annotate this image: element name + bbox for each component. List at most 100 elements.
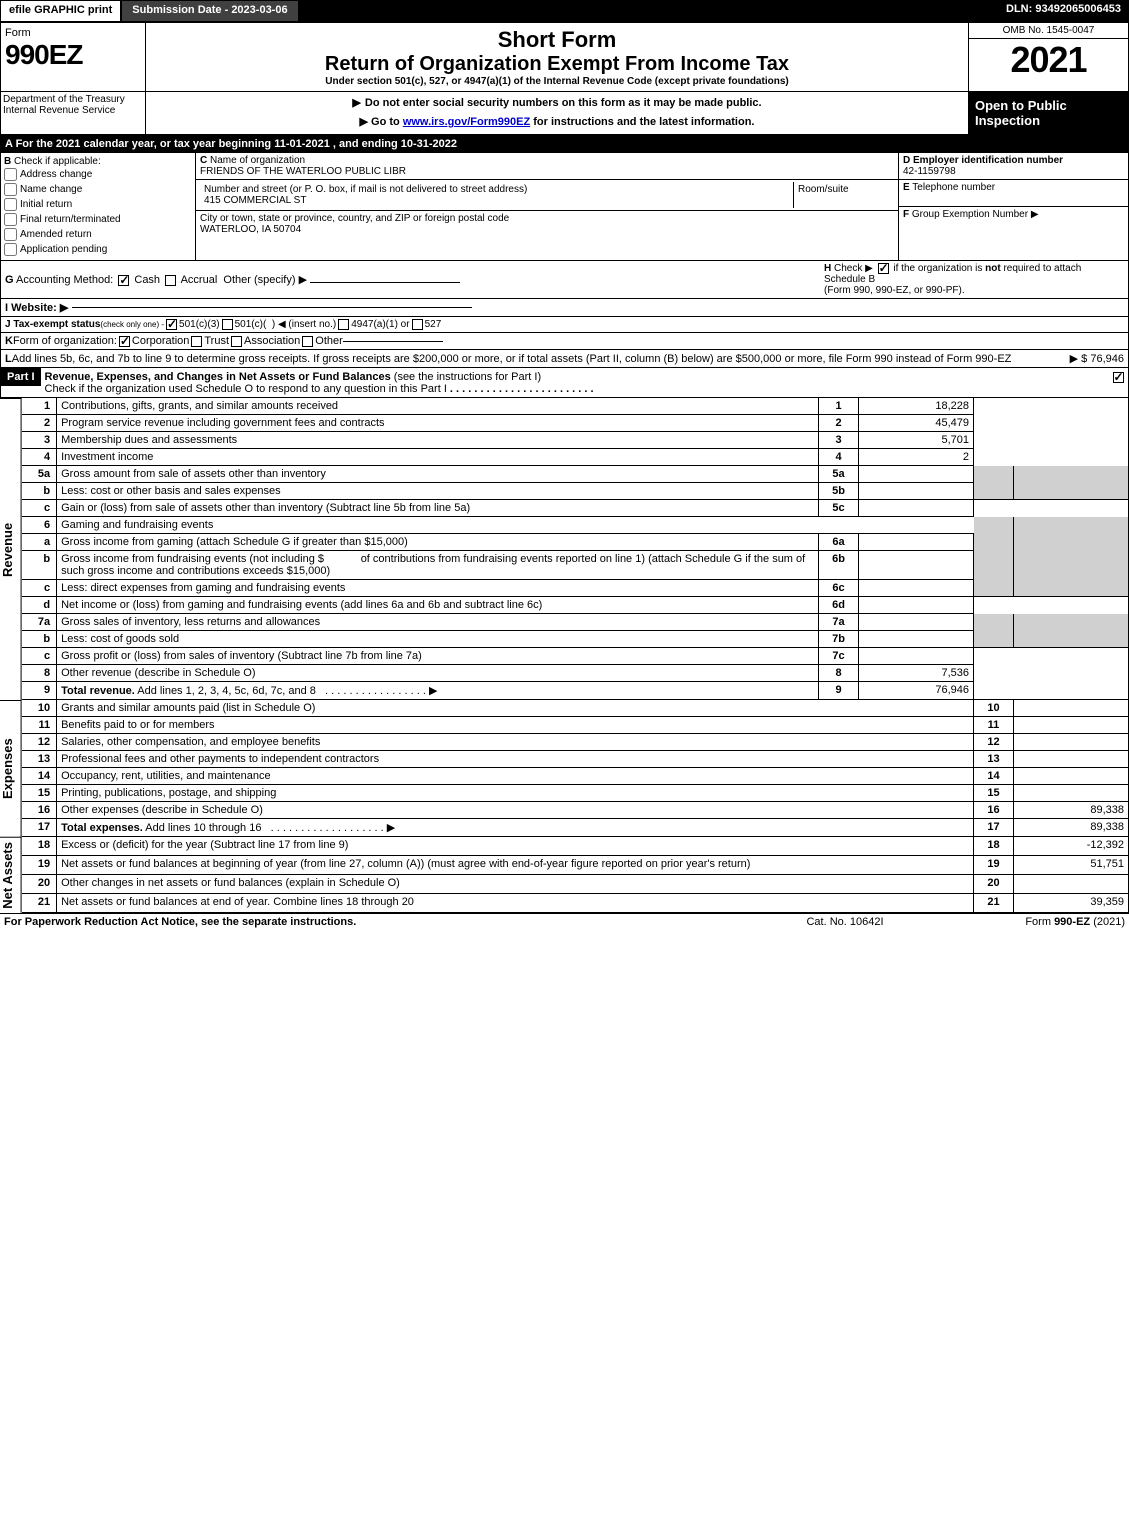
line-17-desc: Total expenses. (61, 822, 143, 834)
k-assoc: Association (244, 335, 300, 347)
part1-check: Check if the organization used Schedule … (45, 383, 447, 395)
line-5b-desc: Less: cost or other basis and sales expe… (61, 485, 281, 497)
line-2-desc: Program service revenue including govern… (57, 415, 819, 432)
line-8-val: 7,536 (859, 665, 974, 682)
check-applicable: Check if applicable: (14, 156, 101, 167)
chk-trust[interactable] (191, 336, 202, 347)
j-501c: 501(c)( (235, 319, 267, 330)
irs-link[interactable]: www.irs.gov/Form990EZ (403, 116, 530, 128)
row-l: L Add lines 5b, 6c, and 7b to line 9 to … (0, 350, 1129, 368)
line-15-desc: Printing, publications, postage, and shi… (57, 785, 974, 802)
line-3-desc: Membership dues and assessments (57, 432, 819, 449)
chk-initial[interactable]: Initial return (4, 197, 192, 212)
chk-4947[interactable] (338, 319, 349, 330)
chk-amended[interactable]: Amended return (4, 227, 192, 242)
line-12-desc: Salaries, other compensation, and employ… (57, 734, 974, 751)
k-trust: Trust (204, 335, 229, 347)
h-text4: (Form 990, 990-EZ, or 990-PF). (824, 285, 965, 296)
footer-left: For Paperwork Reduction Act Notice, see … (4, 916, 745, 928)
omb-number: OMB No. 1545-0047 (969, 23, 1128, 39)
part1-header: Part I Revenue, Expenses, and Changes in… (0, 368, 1129, 398)
short-form: Short Form (150, 27, 964, 53)
under-section: Under section 501(c), 527, or 4947(a)(1)… (150, 76, 964, 87)
dept-row: Department of the Treasury Internal Reve… (0, 92, 1129, 135)
page-footer: For Paperwork Reduction Act Notice, see … (0, 913, 1129, 930)
group-exempt-label: Group Exemption Number (912, 209, 1028, 220)
chk-schedule-b[interactable] (878, 263, 889, 274)
line-20-desc: Other changes in net assets or fund bala… (57, 874, 974, 893)
submission-date: Submission Date - 2023-03-06 (121, 0, 298, 22)
line-18-val: -12,392 (1014, 837, 1129, 855)
chk-other-org[interactable] (302, 336, 313, 347)
chk-corp[interactable] (119, 336, 130, 347)
dept-treasury: Department of the Treasury (3, 94, 125, 105)
line-4-val: 2 (859, 449, 974, 466)
room-suite-label: Room/suite (794, 182, 894, 208)
line-19-desc: Net assets or fund balances at beginning… (57, 856, 974, 875)
chk-assoc[interactable] (231, 336, 242, 347)
chk-accrual[interactable] (165, 275, 176, 286)
part1-note: (see the instructions for Part I) (394, 371, 541, 383)
chk-501c3[interactable] (166, 319, 177, 330)
chk-address[interactable]: Address change (4, 167, 192, 182)
chk-schedule-o[interactable] (1113, 372, 1124, 383)
h-check: Check ▶ (834, 263, 873, 274)
j-527: 527 (425, 319, 442, 330)
line-16-desc: Other expenses (describe in Schedule O) (57, 802, 974, 819)
line-21-val: 39,359 (1014, 893, 1129, 912)
line-6-desc: Gaming and fundraising events (57, 517, 974, 534)
chk-name[interactable]: Name change (4, 182, 192, 197)
street-address: 415 COMMERCIAL ST (204, 195, 306, 206)
tel-label: Telephone number (912, 182, 995, 193)
section-a: A For the 2021 calendar year, or tax yea… (0, 135, 1129, 153)
row-g-h: G Accounting Method: Cash Accrual Other … (0, 261, 1129, 299)
other-label: Other (specify) (223, 274, 295, 286)
line-13-desc: Professional fees and other payments to … (57, 751, 974, 768)
line-3-val: 5,701 (859, 432, 974, 449)
chk-pending[interactable]: Application pending (4, 242, 192, 257)
line-21-desc: Net assets or fund balances at end of ye… (57, 893, 974, 912)
accounting-label: Accounting Method: (16, 274, 113, 286)
line-5a-desc: Gross amount from sale of assets other t… (61, 468, 326, 480)
line-16-val: 89,338 (1014, 802, 1129, 819)
ein-label: Employer identification number (913, 155, 1063, 166)
line-8-desc: Other revenue (describe in Schedule O) (57, 665, 819, 682)
footer-form-year: (2021) (1090, 916, 1125, 928)
h-text2: if the organization is (893, 263, 985, 274)
line-9-desc2: Add lines 1, 2, 3, 4, 5c, 6d, 7c, and 8 (135, 685, 316, 697)
top-bar: efile GRAPHIC print Submission Date - 20… (0, 0, 1129, 22)
chk-cash[interactable] (118, 275, 129, 286)
name-label: Name of organization (210, 155, 305, 166)
line-1-val: 18,228 (859, 398, 974, 415)
goto-post: for instructions and the latest informat… (530, 116, 754, 128)
part1-title: Revenue, Expenses, and Changes in Net As… (45, 371, 391, 383)
line-5c-desc: Gain or (loss) from sale of assets other… (57, 500, 819, 517)
website-label: Website: ▶ (11, 302, 68, 314)
line-6d-desc: Net income or (loss) from gaming and fun… (57, 597, 819, 614)
line-17-desc2: Add lines 10 through 16 (143, 822, 262, 834)
line-19-val: 51,751 (1014, 856, 1129, 875)
line-11-desc: Benefits paid to or for members (57, 717, 974, 734)
footer-form-pre: Form (1025, 916, 1054, 928)
row-k: K Form of organization: Corporation Trus… (0, 333, 1129, 350)
efile-print-link[interactable]: efile GRAPHIC print (0, 0, 121, 22)
line-18-desc: Excess or (deficit) for the year (Subtra… (57, 837, 974, 855)
chk-final[interactable]: Final return/terminated (4, 212, 192, 227)
footer-form-num: 990-EZ (1054, 916, 1090, 928)
expenses-sidelabel: Expenses (0, 700, 22, 837)
line-6b-desc1: Gross income from fundraising events (no… (61, 553, 324, 565)
goto-pre: Go to (371, 116, 403, 128)
part1-label: Part I (1, 368, 41, 386)
line-9-val: 76,946 (859, 682, 974, 700)
accrual-label: Accrual (181, 274, 218, 286)
chk-501c[interactable] (222, 319, 233, 330)
line-4-desc: Investment income (57, 449, 819, 466)
k-other: Other (315, 335, 343, 347)
line-7a-desc: Gross sales of inventory, less returns a… (61, 616, 320, 628)
line-14-desc: Occupancy, rent, utilities, and maintena… (57, 768, 974, 785)
l-text: Add lines 5b, 6c, and 7b to line 9 to de… (12, 353, 1060, 365)
irs-label: Internal Revenue Service (3, 105, 115, 116)
revenue-table: 1Contributions, gifts, grants, and simil… (22, 398, 1129, 700)
chk-527[interactable] (412, 319, 423, 330)
line-6a-desc: Gross income from gaming (attach Schedul… (61, 536, 408, 548)
